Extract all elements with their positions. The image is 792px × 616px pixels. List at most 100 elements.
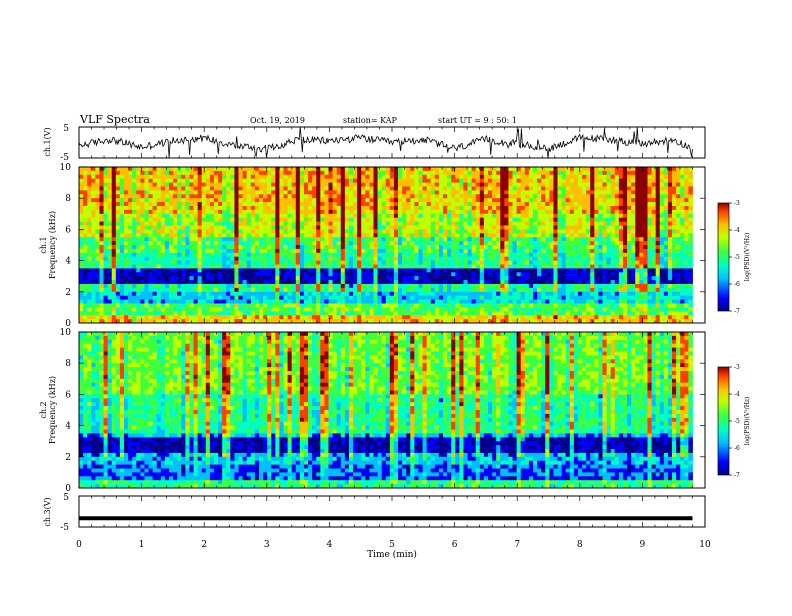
ch1-spectrogram-cell <box>443 245 447 249</box>
ch1-spectrogram-cell <box>83 167 87 171</box>
ch1-spectrogram-cell <box>451 214 455 218</box>
ch1-spectrogram-cell <box>373 194 377 198</box>
ch1-spectrogram-cell <box>271 183 275 187</box>
ch1-spectrogram-cell <box>459 265 463 269</box>
ch1-spectrogram-cell <box>603 175 607 179</box>
ch1-spectrogram-cell <box>251 276 255 280</box>
ch1-spectrogram-cell <box>345 276 349 280</box>
ch1-spectrogram-cell <box>214 292 218 296</box>
ch1-spectrogram-cell <box>431 237 435 241</box>
ch1-spectrogram-cell <box>140 187 144 191</box>
ch1-spectrogram-cell <box>623 226 627 230</box>
ch1-spectrogram-cell <box>222 175 226 179</box>
ch1-spectrogram-cell <box>676 233 680 237</box>
ch1-spectrogram-cell <box>357 202 361 206</box>
ch1-spectrogram-cell <box>443 226 447 230</box>
ch1-spectrogram-cell <box>627 257 631 261</box>
ch1-spectrogram-cell <box>664 226 668 230</box>
ch1-spectrogram-cell <box>222 183 226 187</box>
ch1-spectrogram-cell <box>263 202 267 206</box>
ch1-spectrogram-cell <box>255 268 259 272</box>
ch1-spectrogram-cell <box>214 214 218 218</box>
ch1-spectrogram-cell <box>451 229 455 233</box>
ch1-spectrogram-cell <box>582 194 586 198</box>
ch1-spectrogram-cell <box>283 183 287 187</box>
ch1-spectrogram-cell <box>431 218 435 222</box>
ch1-spectrogram-cell <box>533 218 537 222</box>
ch1-spectrogram-cell <box>639 187 643 191</box>
ch1-spectrogram-cell <box>582 237 586 241</box>
ch1-spectrogram-cell <box>218 183 222 187</box>
ch1-spectrogram-cell <box>320 222 324 226</box>
ch1-spectrogram-cell <box>91 292 95 296</box>
ch1-spectrogram-cell <box>124 198 128 202</box>
ch1-spectrogram-cell <box>124 222 128 226</box>
ch1-spectrogram-cell <box>308 206 312 210</box>
ch1-spectrogram-cell <box>668 179 672 183</box>
ch1-spectrogram-cell <box>647 265 651 269</box>
ch1-spectrogram-cell <box>243 261 247 265</box>
ch1-spectrogram-cell <box>394 202 398 206</box>
ch1-spectrogram-cell <box>594 249 598 253</box>
ch1-spectrogram-cell <box>153 233 157 237</box>
ch1-spectrogram-cell <box>128 222 132 226</box>
ch1-spectrogram-cell <box>116 265 120 269</box>
ch1-spectrogram-cell <box>521 187 525 191</box>
ch1-spectrogram-cell <box>472 229 476 233</box>
ch1-spectrogram-cell <box>566 226 570 230</box>
ch1-spectrogram-cell <box>635 167 639 171</box>
ch1-spectrogram-cell <box>578 198 582 202</box>
ch1-spectrogram-cell <box>288 241 292 245</box>
ch1-spectrogram-cell <box>598 206 602 210</box>
ch1-spectrogram-cell <box>132 210 136 214</box>
ch1-spectrogram-cell <box>541 198 545 202</box>
ch1-spectrogram-cell <box>647 272 651 276</box>
ch1-spectrogram-cell <box>382 233 386 237</box>
ch1-spectrogram-cell <box>132 233 136 237</box>
ch1-spectrogram-cell <box>320 249 324 253</box>
ch1-spectrogram-cell <box>128 237 132 241</box>
ch1-spectrogram-cell <box>688 233 692 237</box>
ch1-spectrogram-cell <box>680 245 684 249</box>
ch1-spectrogram-cell <box>459 210 463 214</box>
ch1-spectrogram-cell <box>283 233 287 237</box>
ch1-spectrogram-cell <box>582 179 586 183</box>
ch1-spectrogram-cell <box>83 276 87 280</box>
ch1-spectrogram-cell <box>132 284 136 288</box>
ch1-spectrogram-cell <box>525 272 529 276</box>
ch1-spectrogram-cell <box>251 175 255 179</box>
ch1-spectrogram-cell <box>680 190 684 194</box>
ch1-spectrogram-cell <box>144 265 148 269</box>
ch1-spectrogram-cell <box>566 187 570 191</box>
ch1-spectrogram-cell <box>447 194 451 198</box>
ch1-spectrogram-cell <box>206 226 210 230</box>
ch1-spectrogram-cell <box>598 268 602 272</box>
ch1-spectrogram-cell <box>218 167 222 171</box>
ch1-spectrogram-cell <box>144 202 148 206</box>
ch1-spectrogram-cell <box>161 265 165 269</box>
ch1-spectrogram-cell <box>566 265 570 269</box>
ch1-spectrogram-cell <box>631 167 635 171</box>
ch1-spectrogram-cell <box>594 229 598 233</box>
ch1-spectrogram-cell <box>414 237 418 241</box>
ch1-spectrogram-cell <box>504 210 508 214</box>
ch1-spectrogram-cell <box>566 241 570 245</box>
ch1-spectrogram-cell <box>656 253 660 257</box>
ch1-spectrogram-cell <box>578 218 582 222</box>
ch1-spectrogram-cell <box>165 261 169 265</box>
ch1-spectrogram-cell <box>337 214 341 218</box>
ch1-spectrogram-cell <box>623 214 627 218</box>
ch1-spectrogram-cell <box>615 241 619 245</box>
ch1-spectrogram-cell <box>578 272 582 276</box>
ch1-spectrogram-cell <box>312 190 316 194</box>
ch1-spectrogram-cell <box>99 288 103 292</box>
ch1-spectrogram-cell <box>87 265 91 269</box>
ch1-spectrogram-cell <box>202 249 206 253</box>
ch1-spectrogram-cell <box>423 171 427 175</box>
ch1-spectrogram-cell <box>116 226 120 230</box>
ch1-spectrogram-cell <box>333 206 337 210</box>
ch1-spectrogram-cell <box>263 288 267 292</box>
ch1-spectrogram-cell <box>635 233 639 237</box>
ch1-spectrogram-cell <box>656 210 660 214</box>
ch1-spectrogram-cell <box>488 280 492 284</box>
